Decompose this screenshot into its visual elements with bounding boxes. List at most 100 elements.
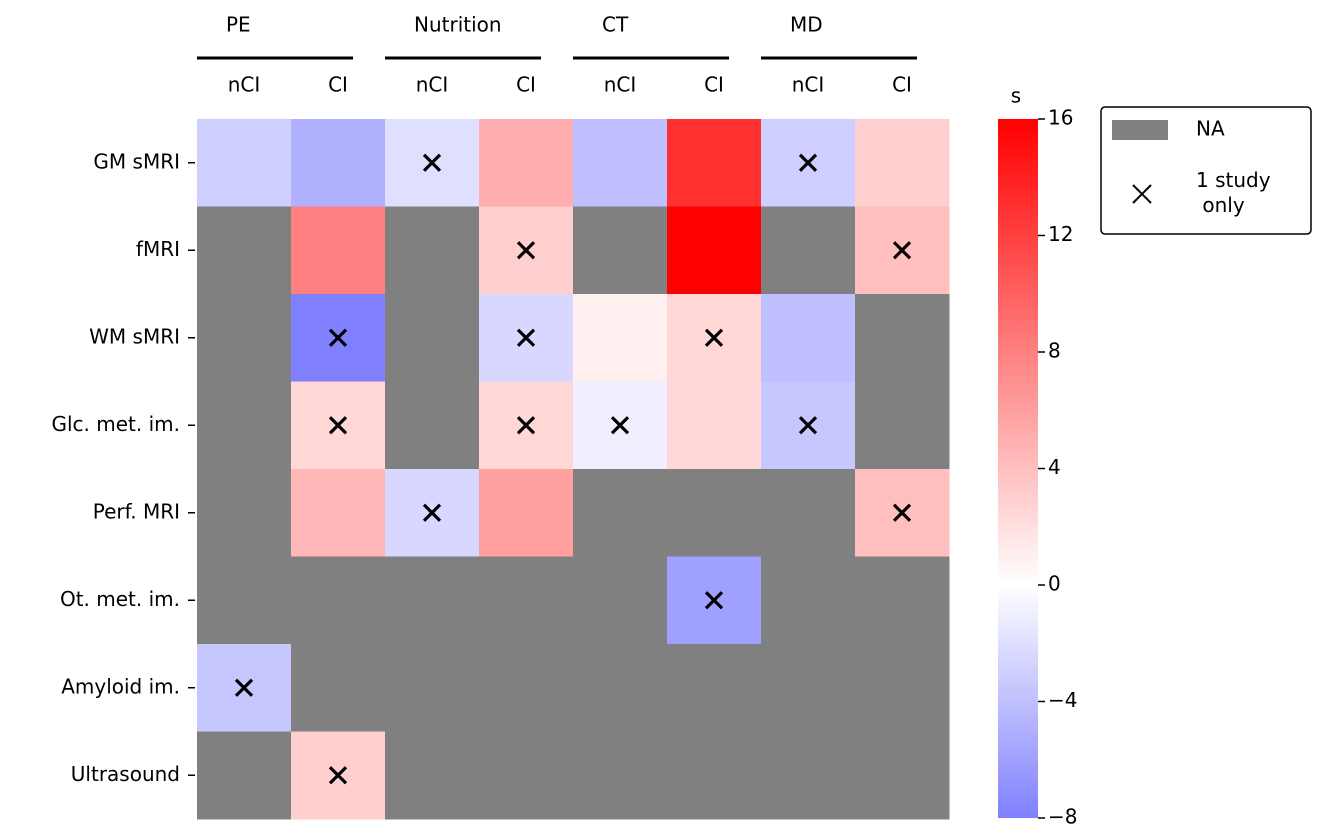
na-cell <box>385 381 480 470</box>
one-study-cross-mark <box>328 416 348 435</box>
one-study-cross-mark <box>704 591 724 610</box>
na-cell <box>385 206 480 295</box>
one-study-cross-mark <box>328 766 348 785</box>
group-headers: PE Nutrition CT MD <box>197 13 917 60</box>
colorbar-bar <box>998 119 1038 818</box>
na-cell <box>479 644 574 732</box>
legend: NA 1 study only <box>1100 106 1312 235</box>
na-cell <box>385 294 480 382</box>
group-label: CT <box>602 13 629 37</box>
row-label: GM sMRI <box>93 149 180 173</box>
column-label: CI <box>704 73 724 97</box>
cross-stroke <box>516 241 536 260</box>
na-cell <box>667 731 762 820</box>
na-cell <box>291 644 386 732</box>
heatmap-cell <box>291 206 386 295</box>
na-cell <box>197 206 292 295</box>
heatmap-cell <box>855 119 950 207</box>
na-cell <box>761 556 856 645</box>
cross-stroke <box>704 328 724 347</box>
colorbar-tick-label: 8 <box>1048 339 1061 363</box>
cross-stroke <box>516 416 536 435</box>
heatmap-cell <box>479 119 574 207</box>
cross-stroke <box>798 153 818 172</box>
cross-stroke <box>422 153 442 172</box>
na-cell <box>479 556 574 645</box>
na-cell <box>197 731 292 820</box>
na-cell <box>197 294 292 382</box>
row-label: Glc. met. im. <box>51 412 180 436</box>
one-study-cross-mark <box>328 328 348 347</box>
heatmap-cell <box>479 469 574 557</box>
group-label: MD <box>790 13 823 37</box>
colorbar: s −8 −4 0 4 8 12 16 <box>998 84 1077 829</box>
cross-stroke <box>704 591 724 610</box>
cross-stroke <box>892 503 912 522</box>
na-cell <box>761 644 856 732</box>
one-study-cross-mark <box>234 678 254 697</box>
legend-cross-icon <box>1132 184 1152 204</box>
cross-stroke <box>516 328 536 347</box>
cross-stroke <box>422 503 442 522</box>
one-study-cross-mark <box>422 503 442 522</box>
row-label: Perf. MRI <box>93 499 180 523</box>
row-labels: GM sMRI fMRI WM sMRI Glc. met. im. Perf. MRI… <box>51 149 195 786</box>
na-cell <box>667 469 762 557</box>
na-cell <box>855 731 950 820</box>
one-study-cross-mark <box>516 328 536 347</box>
heatmap-cell <box>667 119 762 207</box>
row-label: fMRI <box>136 237 180 261</box>
column-label: CI <box>892 73 912 97</box>
legend-label-line: only <box>1196 193 1245 217</box>
row-label: Ultrasound <box>71 762 180 786</box>
na-cell <box>761 206 856 295</box>
legend-label-line: 1 study <box>1196 168 1271 192</box>
row-label: Amyloid im. <box>61 674 180 698</box>
one-study-cross-mark <box>798 416 818 435</box>
heatmap-cell <box>761 294 856 382</box>
one-study-cross-mark <box>516 416 536 435</box>
cross-stroke <box>798 416 818 435</box>
colorbar-tick-label: 12 <box>1048 222 1073 246</box>
na-cell <box>573 469 668 557</box>
colorbar-tick-label: 0 <box>1048 572 1061 596</box>
heatmap-cell <box>667 381 762 470</box>
heatmap-cells <box>197 119 950 820</box>
na-cell <box>197 381 292 470</box>
column-labels: nCI CI nCI CI nCI CI nCI CI <box>228 73 912 97</box>
row-label: Ot. met. im. <box>60 587 180 611</box>
heatmap-cell <box>291 119 386 207</box>
heatmap-cell <box>197 119 292 207</box>
na-cell <box>573 731 668 820</box>
one-study-cross-mark <box>422 153 442 172</box>
column-label: CI <box>328 73 348 97</box>
group-label: PE <box>226 13 251 37</box>
na-cell <box>855 381 950 470</box>
na-cell <box>573 206 668 295</box>
column-label: nCI <box>604 73 637 97</box>
group-label: Nutrition <box>414 13 502 37</box>
one-study-cross-mark <box>892 503 912 522</box>
heatmap-cell <box>291 469 386 557</box>
colorbar-tick-label: −8 <box>1048 805 1077 829</box>
colorbar-tick-label: 4 <box>1048 455 1061 479</box>
one-study-cross-mark <box>610 416 630 435</box>
column-label: nCI <box>416 73 449 97</box>
cross-stroke <box>234 678 254 697</box>
row-label: WM sMRI <box>89 324 180 348</box>
na-cell <box>761 469 856 557</box>
heatmap-cell <box>667 206 762 295</box>
cross-stroke <box>610 416 630 435</box>
colorbar-tick-label: −4 <box>1048 688 1077 712</box>
colorbar-tick-label: 16 <box>1048 106 1073 130</box>
legend-na-label: NA <box>1196 117 1225 141</box>
na-cell <box>385 556 480 645</box>
cross-stroke <box>892 241 912 260</box>
na-cell <box>479 731 574 820</box>
cross-stroke <box>328 328 348 347</box>
na-cell <box>667 644 762 732</box>
na-cell <box>385 731 480 820</box>
cross-stroke <box>328 766 348 785</box>
na-cell <box>197 469 292 557</box>
